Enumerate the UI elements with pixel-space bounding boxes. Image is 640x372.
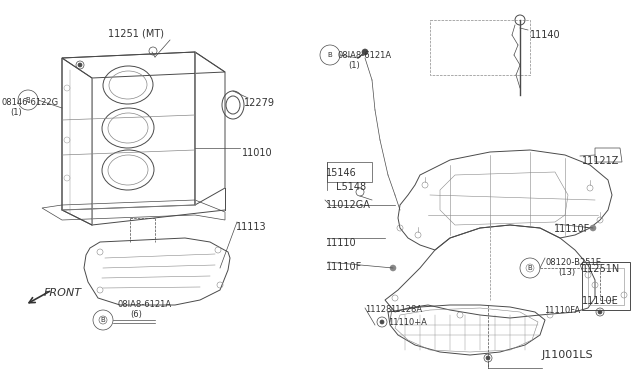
Text: 11251N: 11251N (582, 264, 620, 274)
Text: J11001LS: J11001LS (542, 350, 594, 360)
Text: (1): (1) (348, 61, 360, 70)
Text: B: B (26, 97, 30, 103)
Text: (13): (13) (558, 268, 575, 277)
Circle shape (390, 265, 396, 271)
Text: 08IA8-6121A: 08IA8-6121A (118, 300, 172, 309)
Text: 11110E: 11110E (582, 296, 619, 306)
Text: 11251 (MT): 11251 (MT) (108, 28, 164, 38)
Text: 12279: 12279 (244, 98, 275, 108)
Text: 11110+A: 11110+A (388, 318, 427, 327)
Text: 11121Z: 11121Z (582, 156, 620, 166)
Circle shape (380, 320, 384, 324)
Text: B: B (328, 52, 332, 58)
Text: 11012GA: 11012GA (326, 200, 371, 210)
Text: 08IA8-6121A: 08IA8-6121A (338, 51, 392, 60)
Text: 08120-B251E: 08120-B251E (546, 258, 602, 267)
Text: (6): (6) (130, 310, 142, 319)
Text: 11128A: 11128A (390, 305, 422, 314)
Text: 11113: 11113 (236, 222, 267, 232)
Text: 11110F: 11110F (326, 262, 362, 272)
Circle shape (362, 49, 368, 55)
Text: 11110F: 11110F (554, 224, 590, 234)
Text: 15146: 15146 (326, 168, 356, 178)
Text: L5148: L5148 (336, 182, 366, 192)
Text: 11110FA: 11110FA (544, 306, 580, 315)
Text: 11140: 11140 (530, 30, 561, 40)
Text: 08146-6122G: 08146-6122G (2, 98, 59, 107)
Text: FRONT: FRONT (44, 288, 82, 298)
Text: B: B (527, 265, 532, 271)
Circle shape (598, 310, 602, 314)
Text: (1): (1) (10, 108, 22, 117)
Circle shape (590, 225, 596, 231)
Text: 11010: 11010 (242, 148, 273, 158)
Text: 11128: 11128 (365, 305, 392, 314)
Circle shape (486, 356, 490, 360)
Text: B: B (100, 317, 106, 323)
Circle shape (78, 63, 82, 67)
Text: 11110: 11110 (326, 238, 356, 248)
